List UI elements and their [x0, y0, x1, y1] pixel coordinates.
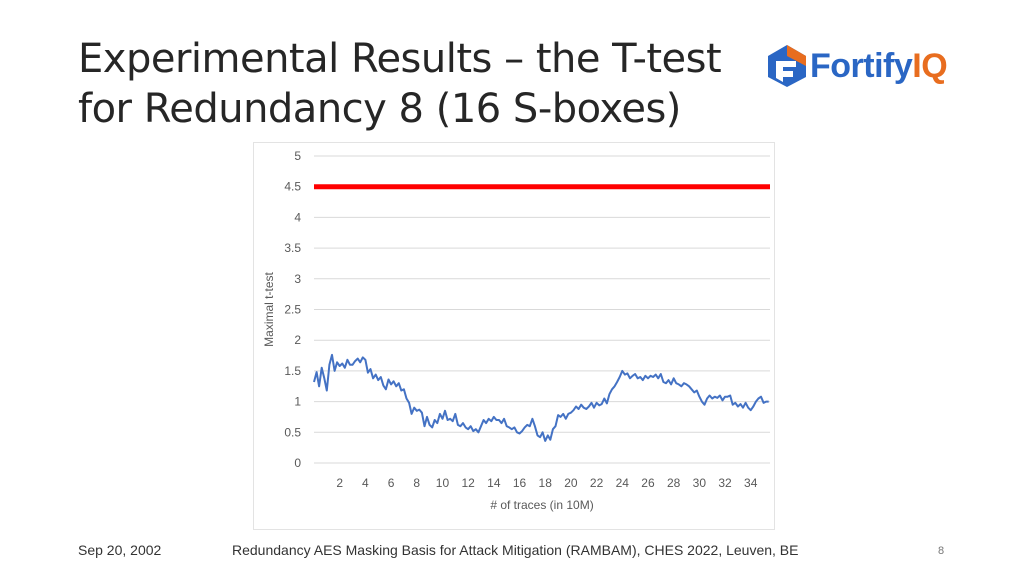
y-tick-label: 1 [294, 395, 301, 409]
t-test-chart: 0 0.5 1 1.5 2 2.5 3 3.5 4 4.5 5 2 4 6 8 10 12 14 16 18 20 22 2… [253, 142, 775, 530]
x-tick-label: 24 [616, 476, 630, 490]
y-tick-label: 5 [294, 149, 301, 163]
footer-reference: Redundancy AES Masking Basis for Attack … [232, 542, 799, 558]
logo-wordmark: FortifyIQ [810, 44, 948, 88]
slide-title: Experimental Results – the T-test for Re… [78, 34, 722, 134]
y-axis-label: Maximal t-test [262, 272, 276, 347]
x-tick-label: 26 [641, 476, 655, 490]
y-tick-label: 2 [294, 333, 301, 347]
y-tick-label: 4.5 [284, 180, 301, 194]
x-tick-label: 16 [513, 476, 527, 490]
x-tick-label: 4 [362, 476, 369, 490]
title-line-1: Experimental Results – the T-test [78, 36, 722, 82]
logo-text-fortify: Fortify [810, 47, 913, 85]
x-tick-label: 10 [436, 476, 450, 490]
y-tick-label: 3.5 [284, 241, 301, 255]
logo-mark-icon [768, 45, 806, 87]
footer-date: Sep 20, 2002 [78, 542, 162, 558]
x-axis-label: # of traces (in 10M) [490, 498, 593, 512]
x-tick-label: 28 [667, 476, 681, 490]
x-tick-label: 18 [539, 476, 553, 490]
t-test-series-line [313, 353, 769, 442]
x-tick-label: 12 [461, 476, 475, 490]
title-line-2: for Redundancy 8 (16 S-boxes) [78, 86, 681, 132]
x-tick-label: 32 [718, 476, 732, 490]
x-tick-label: 14 [487, 476, 501, 490]
x-tick-label: 20 [564, 476, 578, 490]
page-number: 8 [938, 545, 945, 557]
x-tick-label: 6 [388, 476, 395, 490]
company-logo: FortifyIQ [766, 41, 971, 91]
x-tick-label: 22 [590, 476, 604, 490]
chart-canvas: 00.511.522.533.544.552 4 6 8 10 12 14 16 18 20 22 2… [262, 149, 770, 512]
y-tick-label: 3 [294, 272, 301, 286]
x-tick-label: 30 [693, 476, 707, 490]
y-tick-label: 4 [294, 210, 301, 224]
x-tick-label: 34 [744, 476, 758, 490]
logo-text-iq: IQ [912, 47, 948, 85]
x-tick-label: 2 [336, 476, 343, 490]
y-tick-label: 1.5 [284, 364, 301, 378]
y-tick-label: 0.5 [284, 425, 301, 439]
x-tick-label: 8 [413, 476, 420, 490]
y-tick-label: 0 [294, 456, 301, 470]
y-tick-label: 2.5 [284, 303, 301, 317]
